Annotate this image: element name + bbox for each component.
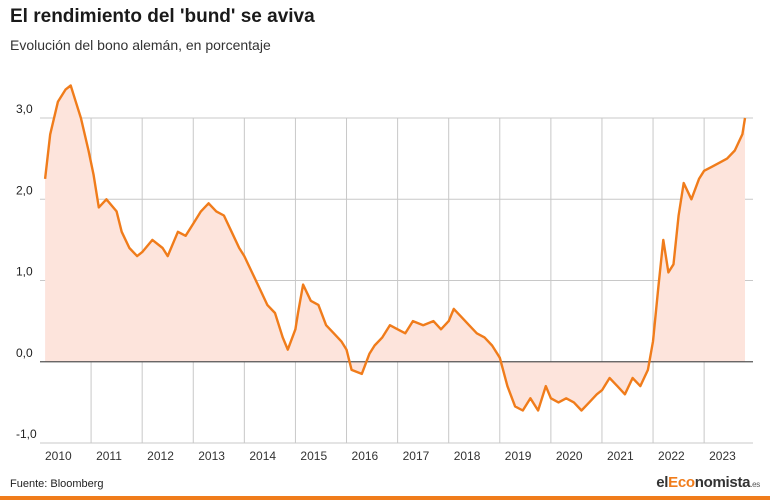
eleconomista-logo: elEconomista.es (656, 474, 760, 491)
source-note: Fuente: Bloomberg (10, 478, 104, 490)
x-tick-label: 2015 (300, 449, 327, 463)
chart-subtitle: Evolución del bono alemán, en porcentaje (10, 37, 271, 53)
x-tick-label: 2011 (96, 449, 122, 463)
y-tick-label: 2,0 (16, 183, 33, 197)
y-tick-label: -1,0 (16, 427, 37, 441)
x-tick-label: 2014 (249, 449, 276, 463)
x-tick-label: 2021 (607, 449, 634, 463)
x-tick-label: 2010 (45, 449, 72, 463)
x-tick-label: 2012 (147, 449, 174, 463)
y-tick-label: 1,0 (16, 265, 33, 279)
series-line (43, 84, 747, 412)
logo-part-nomista: nomista (694, 474, 751, 491)
y-tick-label: 3,0 (16, 102, 33, 116)
x-tick-label: 2022 (658, 449, 685, 463)
y-tick-label: 0,0 (16, 346, 33, 360)
chart-title: El rendimiento del 'bund' se aviva (10, 6, 315, 27)
logo-suffix: .es (750, 480, 760, 489)
x-tick-label: 2017 (403, 449, 430, 463)
brand-bar (0, 496, 770, 500)
x-tick-label: 2018 (454, 449, 481, 463)
x-tick-label: 2013 (198, 449, 225, 463)
x-tick-label: 2016 (352, 449, 379, 463)
x-tick-label: 2019 (505, 449, 532, 463)
logo-part-el: el (656, 474, 669, 491)
x-tick-label: 2023 (709, 449, 736, 463)
series-area-fill (45, 85, 746, 411)
x-tick-label: 2020 (556, 449, 583, 463)
logo-part-eco: Eco (668, 474, 695, 491)
